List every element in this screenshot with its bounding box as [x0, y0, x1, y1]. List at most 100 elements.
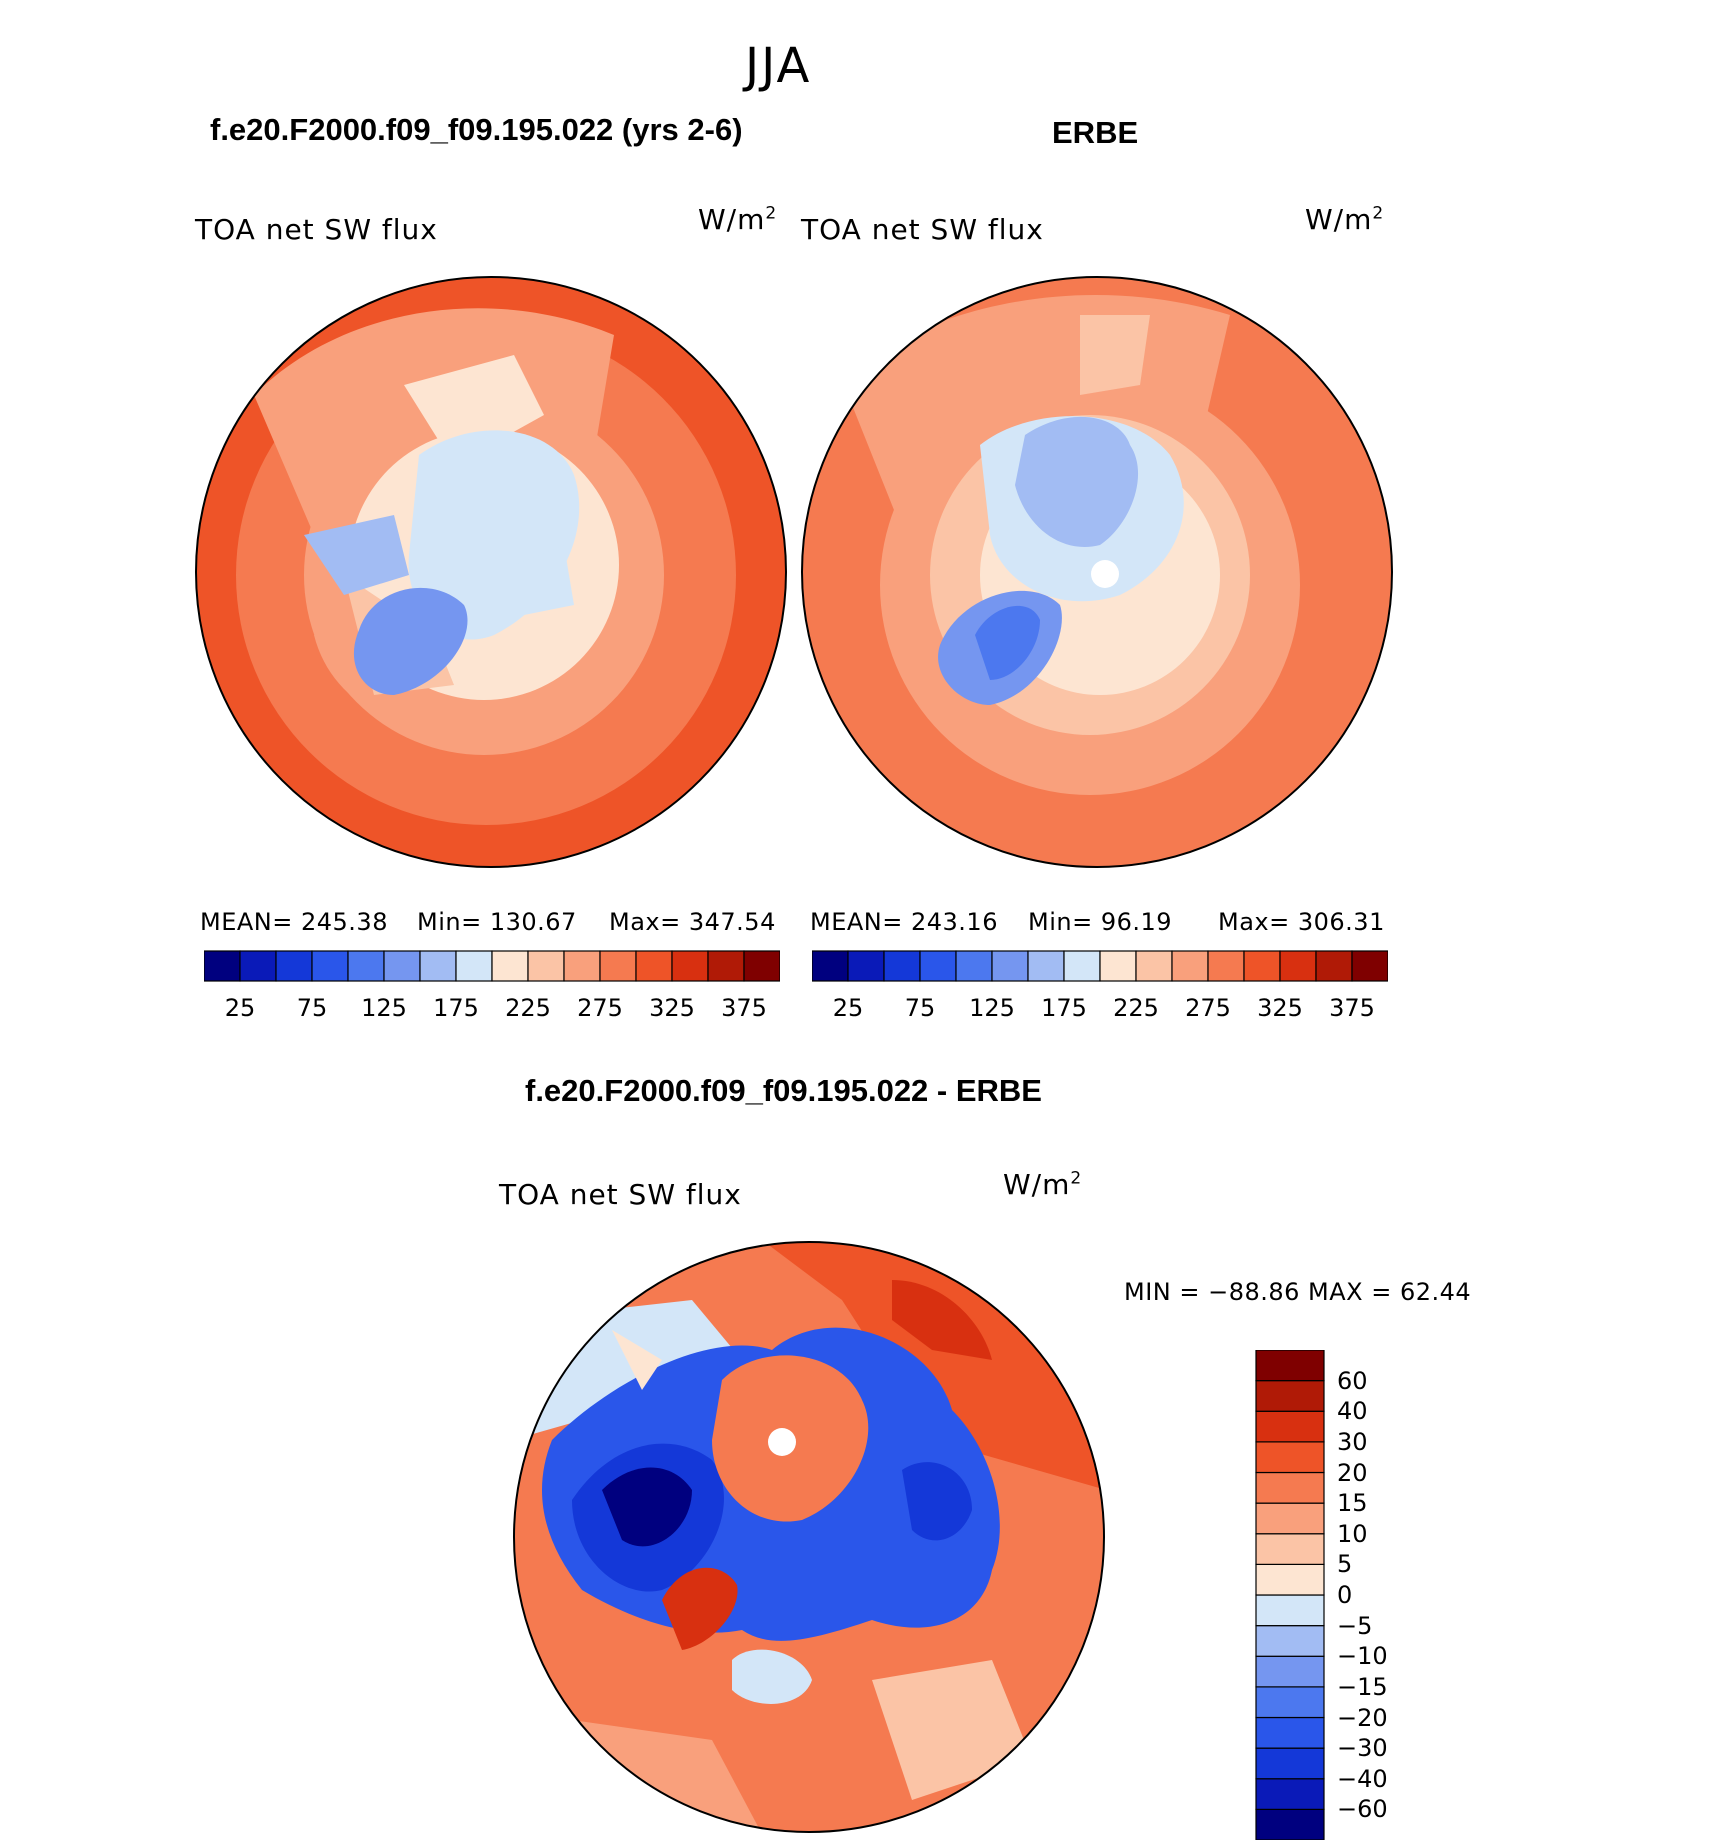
colorbar-swatch — [1255, 1471, 1325, 1504]
colorbar-tick-label: 175 — [433, 994, 479, 1022]
panel1-min: Min= 130.67 — [417, 908, 577, 936]
colorbar-tick-label: 225 — [1113, 994, 1159, 1022]
colorbar-swatch — [1255, 1716, 1325, 1749]
colorbar-swatch — [1255, 1410, 1325, 1443]
colorbar-swatch — [1099, 950, 1137, 982]
panel3-colorbar — [1255, 1350, 1325, 1840]
colorbar-swatch — [527, 950, 565, 982]
colorbar-tick-label: 75 — [904, 994, 936, 1022]
colorbar-swatch — [1255, 1441, 1325, 1474]
colorbar-swatch — [1255, 1533, 1325, 1565]
colorbar-swatch — [1243, 950, 1281, 982]
colorbar-tick-label: −20 — [1337, 1703, 1388, 1732]
colorbar-tick-label: 125 — [969, 994, 1015, 1022]
colorbar-swatch — [707, 950, 745, 982]
panel1-case-title: f.e20.F2000.f09_f09.195.022 (yrs 2-6) — [210, 112, 743, 147]
colorbar-tick-label: 10 — [1337, 1519, 1368, 1548]
colorbar-swatch — [204, 950, 241, 982]
colorbar-tick-label: 25 — [224, 994, 256, 1022]
panel1-mean: MEAN= 245.38 — [200, 908, 388, 936]
colorbar-tick-label: 125 — [361, 994, 407, 1022]
panel2-max: Max= 306.31 — [1218, 908, 1385, 936]
colorbar-swatch — [1255, 1808, 1325, 1840]
colorbar-tick-label: −15 — [1337, 1672, 1388, 1701]
panel2-colorbar — [812, 950, 1388, 982]
panel2-case-title: ERBE — [1052, 115, 1139, 150]
colorbar-swatch — [383, 950, 421, 982]
colorbar-swatch — [1255, 1350, 1325, 1382]
colorbar-swatch — [455, 950, 493, 982]
colorbar-tick-label: 325 — [1257, 994, 1303, 1022]
colorbar-tick-label: 375 — [721, 994, 767, 1022]
colorbar-tick-label: 225 — [505, 994, 551, 1022]
panel1-max: Max= 347.54 — [609, 908, 776, 936]
panel3-case-title: f.e20.F2000.f09_f09.195.022 - ERBE — [525, 1073, 1042, 1108]
colorbar-tick-label: 20 — [1337, 1458, 1368, 1487]
colorbar-swatch — [275, 950, 313, 982]
colorbar-swatch — [1255, 1594, 1325, 1627]
colorbar-swatch — [1315, 950, 1353, 982]
panel1-variable: TOA net SW flux — [195, 213, 438, 246]
colorbar-swatch — [419, 950, 457, 982]
colorbar-tick-label: 40 — [1337, 1397, 1368, 1426]
colorbar-tick-label: 0 — [1337, 1581, 1353, 1609]
colorbar-swatch — [847, 950, 885, 982]
colorbar-tick-label: 30 — [1337, 1427, 1368, 1456]
colorbar-tick-label: −30 — [1337, 1734, 1388, 1763]
panel1-units: W/m2 — [698, 203, 778, 236]
colorbar-swatch — [1255, 1686, 1325, 1719]
colorbar-tick-label: 275 — [1185, 994, 1231, 1022]
panel2-mean: MEAN= 243.16 — [810, 908, 998, 936]
colorbar-swatch — [1171, 950, 1209, 982]
colorbar-tick-label: 5 — [1337, 1550, 1353, 1579]
panel2-variable: TOA net SW flux — [801, 213, 1044, 246]
panel3-units: W/m2 — [1003, 1168, 1083, 1201]
colorbar-swatch — [1255, 1778, 1325, 1810]
colorbar-swatch — [491, 950, 529, 982]
colorbar-swatch — [563, 950, 601, 982]
colorbar-swatch — [1255, 1380, 1325, 1412]
colorbar-swatch — [599, 950, 637, 982]
colorbar-tick-label: 275 — [577, 994, 623, 1022]
panel2-units: W/m2 — [1305, 203, 1385, 236]
colorbar-tick-label: −60 — [1337, 1795, 1388, 1824]
colorbar-swatch — [1255, 1502, 1325, 1535]
colorbar-swatch — [1063, 950, 1101, 982]
colorbar-swatch — [239, 950, 277, 982]
colorbar-tick-label: 25 — [832, 994, 864, 1022]
colorbar-swatch — [1207, 950, 1245, 982]
colorbar-tick-label: 15 — [1337, 1489, 1368, 1518]
colorbar-tick-label: 175 — [1041, 994, 1087, 1022]
panel1-colorbar — [204, 950, 780, 982]
colorbar-swatch — [311, 950, 349, 982]
colorbar-swatch — [1351, 950, 1388, 982]
colorbar-tick-label: 325 — [649, 994, 695, 1022]
colorbar-swatch — [812, 950, 849, 982]
panel3-minmax: MIN = −88.86 MAX = 62.44 — [1124, 1278, 1472, 1306]
colorbar-swatch — [671, 950, 709, 982]
colorbar-swatch — [883, 950, 921, 982]
colorbar-swatch — [1027, 950, 1065, 982]
colorbar-swatch — [743, 950, 780, 982]
colorbar-swatch — [1255, 1563, 1325, 1596]
colorbar-swatch — [1255, 1747, 1325, 1780]
colorbar-swatch — [1135, 950, 1173, 982]
colorbar-tick-label: 60 — [1337, 1366, 1368, 1395]
colorbar-swatch — [635, 950, 673, 982]
colorbar-tick-label: −5 — [1337, 1611, 1373, 1640]
panel3-variable: TOA net SW flux — [499, 1178, 742, 1211]
colorbar-swatch — [1255, 1625, 1325, 1657]
panel3-polar-map — [513, 1241, 1105, 1833]
colorbar-swatch — [347, 950, 385, 982]
colorbar-swatch — [955, 950, 993, 982]
colorbar-tick-label: −40 — [1337, 1764, 1388, 1793]
colorbar-tick-label: 75 — [296, 994, 328, 1022]
colorbar-tick-label: −10 — [1337, 1642, 1388, 1671]
page-title: JJA — [745, 38, 812, 94]
colorbar-tick-label: 375 — [1329, 994, 1375, 1022]
colorbar-swatch — [1255, 1655, 1325, 1688]
colorbar-swatch — [1279, 950, 1317, 982]
panel2-polar-map — [801, 276, 1393, 868]
panel1-polar-map — [195, 276, 787, 868]
colorbar-swatch — [991, 950, 1029, 982]
